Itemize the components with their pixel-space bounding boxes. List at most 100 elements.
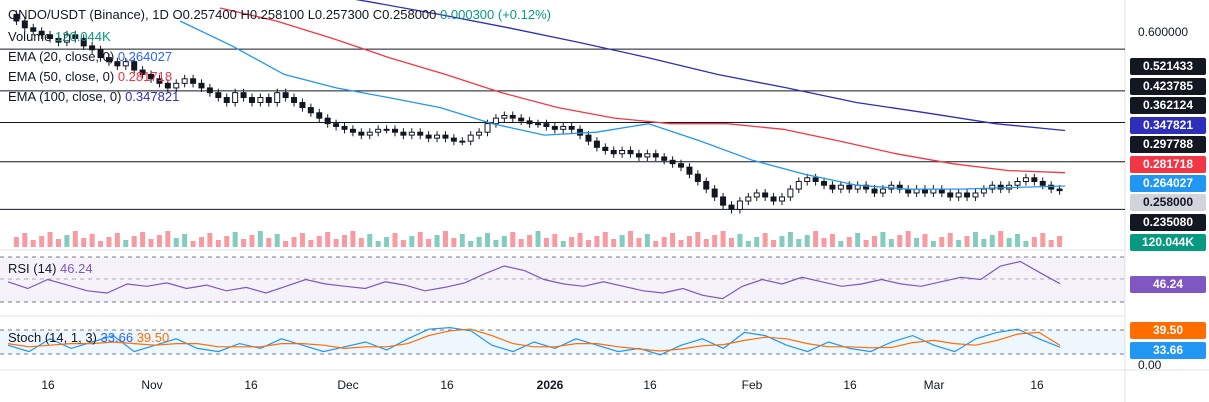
volume-bar <box>964 236 970 247</box>
volume-legend[interactable]: Volume 120.044K <box>8 29 111 44</box>
price-tag: 0.423785 <box>1130 78 1206 95</box>
volume-value: 120.044K <box>55 29 111 44</box>
candle-body <box>206 87 213 94</box>
candle-body <box>282 92 289 99</box>
rsi-legend[interactable]: RSI (14) 46.24 <box>8 261 93 276</box>
volume-bar <box>880 232 886 247</box>
volume-bar <box>1015 234 1021 247</box>
volume-bar <box>838 241 844 247</box>
volume-bar <box>64 235 70 247</box>
candle-body <box>745 196 752 202</box>
ema100-legend[interactable]: EMA (100, close, 0) 0.347821 <box>8 89 179 104</box>
candles <box>13 10 1063 214</box>
time-axis-label: 16 <box>244 378 258 392</box>
volume-bar <box>392 233 398 247</box>
candle-body <box>316 112 323 119</box>
candle-body <box>248 97 255 103</box>
volume-bar <box>922 234 928 247</box>
volume-bar <box>198 237 204 247</box>
candle-body <box>694 173 701 182</box>
volume-bar <box>846 237 852 247</box>
volume-bar <box>417 232 423 247</box>
volume-bar <box>400 240 406 247</box>
price-tag: 0.521433 <box>1130 58 1206 75</box>
volume-bar <box>543 238 549 247</box>
candle-body <box>509 114 516 119</box>
volume-bar <box>863 240 869 247</box>
candle-body <box>619 149 626 155</box>
candle-body <box>164 82 171 89</box>
candle-body <box>156 78 163 84</box>
candle-body <box>535 123 541 126</box>
volume-bar <box>131 236 137 247</box>
volume-bar <box>190 241 196 247</box>
volume-bar <box>939 237 945 247</box>
volume-bar <box>644 234 650 247</box>
stoch-legend[interactable]: Stoch (14, 1, 3) 33.66 39.50 <box>8 330 169 345</box>
candle-body <box>383 128 390 131</box>
candle-body <box>47 34 54 39</box>
volume-bar <box>569 237 575 247</box>
candle-body <box>1014 180 1021 186</box>
candle-body <box>450 137 457 142</box>
volume-bar <box>762 233 768 247</box>
candle-body <box>669 159 676 165</box>
volume-bar <box>602 232 608 247</box>
candle-body <box>770 196 777 202</box>
volume-bar <box>829 234 835 247</box>
volume-bar <box>426 239 432 247</box>
candle-body <box>484 123 491 133</box>
volume-bar <box>81 238 87 247</box>
volume-bar <box>55 239 61 247</box>
volume-bar <box>47 232 53 247</box>
volume-bar <box>375 241 381 247</box>
candle-body <box>846 184 853 190</box>
volume-bar <box>207 233 213 247</box>
volume-bar <box>956 240 962 247</box>
stoch-d-tag: 39.50 <box>1130 322 1206 339</box>
candle-body <box>190 78 197 84</box>
candle-body <box>274 92 281 103</box>
volume-bar <box>182 234 188 247</box>
stoch-k-tag: 33.66 <box>1130 342 1206 359</box>
time-axis-label: 16 <box>440 378 454 392</box>
volume-bar <box>291 237 297 247</box>
candle-body <box>13 13 20 22</box>
candle-body <box>644 153 651 158</box>
volume-bar <box>283 241 289 247</box>
candle-body <box>30 27 37 32</box>
candle-body <box>1022 177 1029 182</box>
volume-bar <box>325 232 331 247</box>
volume-bar <box>737 234 743 247</box>
candle-body <box>635 153 642 158</box>
volume-bar <box>1006 238 1012 247</box>
candle-body <box>610 149 617 155</box>
candle-body <box>375 128 382 133</box>
symbol-title[interactable]: ONDO/USDT (Binance), 1D <box>8 7 169 22</box>
time-axis-label: 16 <box>843 378 857 392</box>
candle-body <box>560 125 567 130</box>
candle-body <box>762 192 769 198</box>
ema20-legend[interactable]: EMA (20, close, 0) 0.264027 <box>8 49 172 64</box>
candle-body <box>442 134 449 139</box>
volume-bar <box>224 236 230 247</box>
volume-bar <box>989 235 995 247</box>
ohlc-high: H0.258100 <box>240 7 305 22</box>
volume-bar <box>485 233 491 247</box>
candle-body <box>837 184 844 190</box>
volume-bar <box>409 236 415 247</box>
candle-body <box>1056 188 1063 192</box>
rsi-label: RSI (14) <box>8 261 57 276</box>
ema50-legend[interactable]: EMA (50, close, 0) 0.281718 <box>8 69 172 84</box>
rsi-line <box>7 260 1061 300</box>
ema50-line <box>219 7 1066 174</box>
volume-bar <box>855 233 861 247</box>
candle-body <box>879 188 886 194</box>
candle-body <box>661 156 668 161</box>
volume-bar <box>493 240 499 247</box>
volume-bar <box>308 240 314 247</box>
volume-bar <box>342 235 348 247</box>
stoch-k-line <box>7 326 1061 356</box>
volume-bar <box>215 240 221 247</box>
